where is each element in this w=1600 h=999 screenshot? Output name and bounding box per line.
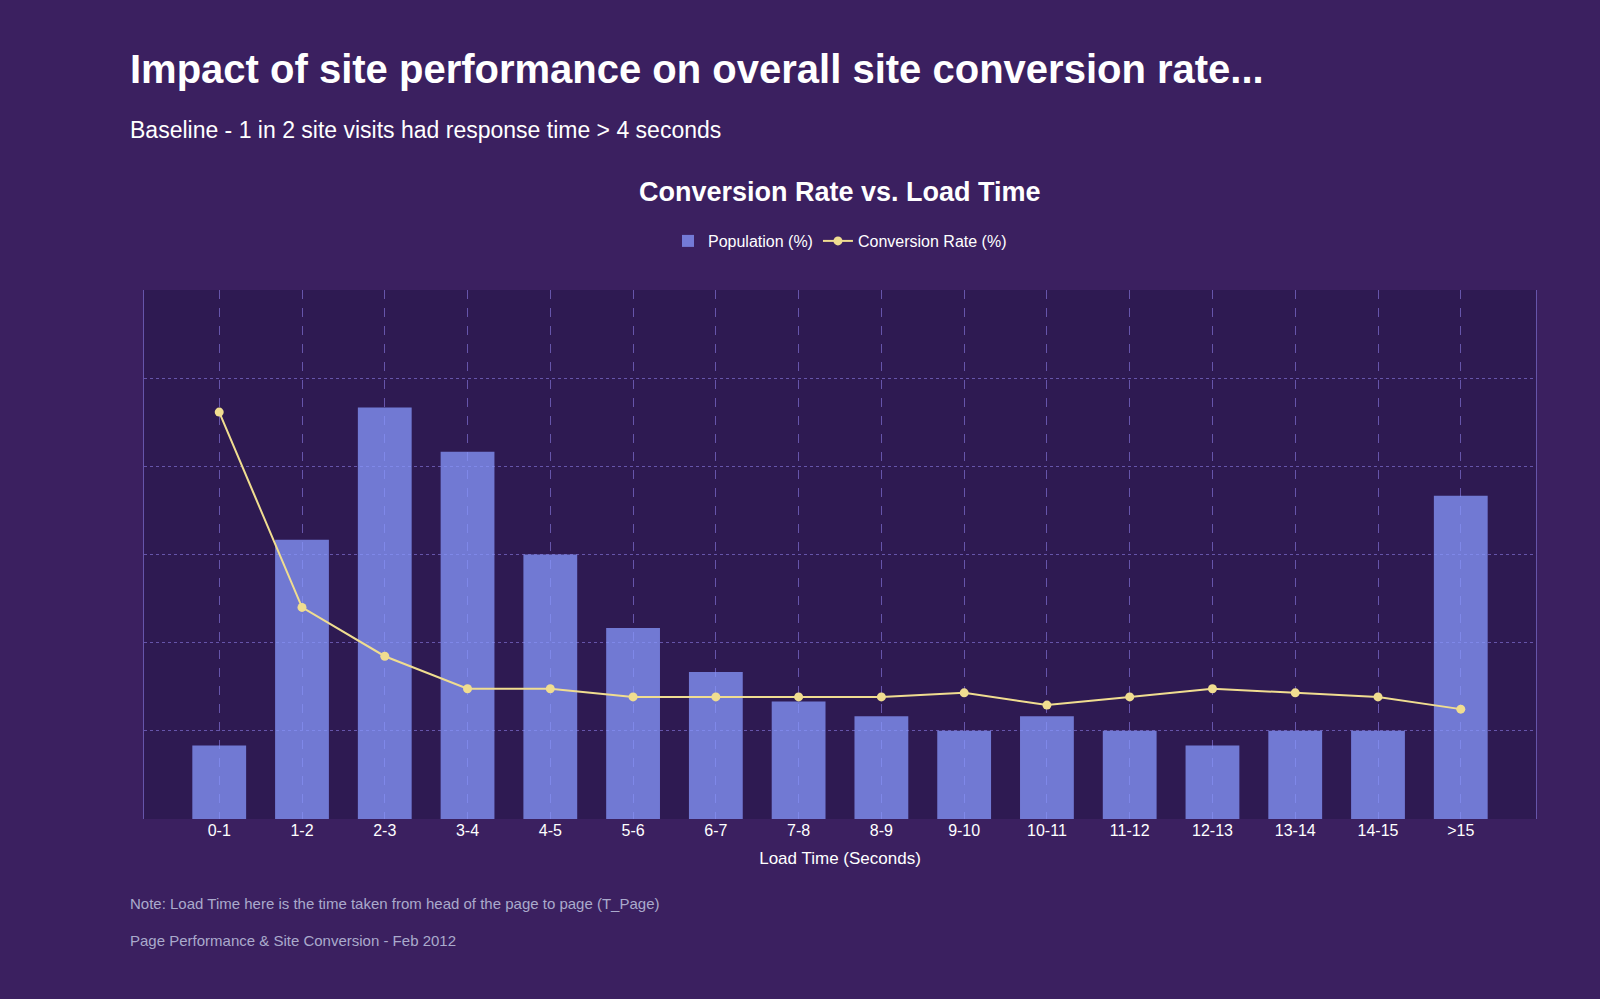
- svg-text:8-9: 8-9: [870, 822, 893, 839]
- svg-text:2-3: 2-3: [373, 822, 396, 839]
- svg-text:13-14: 13-14: [1275, 822, 1316, 839]
- svg-text:14-15: 14-15: [1358, 822, 1399, 839]
- svg-text:9-10: 9-10: [948, 822, 980, 839]
- svg-text:Load Time (Seconds): Load Time (Seconds): [759, 849, 921, 868]
- svg-text:3-4: 3-4: [456, 822, 479, 839]
- svg-text:0-1: 0-1: [208, 822, 231, 839]
- svg-text:7-8: 7-8: [787, 822, 810, 839]
- svg-text:Conversion Rate vs. Load Time: Conversion Rate vs. Load Time: [639, 177, 1041, 207]
- svg-text:10-11: 10-11: [1027, 822, 1067, 839]
- svg-text:4-5: 4-5: [539, 822, 562, 839]
- svg-text:Page Performance & Site Conver: Page Performance & Site Conversion - Feb…: [130, 932, 456, 949]
- svg-text:Impact of site performance on: Impact of site performance on overall si…: [130, 47, 1264, 91]
- svg-text:6-7: 6-7: [704, 822, 727, 839]
- svg-text:Population (%): Population (%): [708, 233, 813, 250]
- svg-text:Conversion Rate (%): Conversion Rate (%): [858, 233, 1007, 250]
- svg-text:Note: Load Time here is the ti: Note: Load Time here is the time taken f…: [130, 895, 659, 912]
- svg-text:12-13: 12-13: [1192, 822, 1233, 839]
- svg-text:>15: >15: [1447, 822, 1474, 839]
- svg-text:11-12: 11-12: [1110, 822, 1150, 839]
- svg-text:5-6: 5-6: [622, 822, 645, 839]
- svg-text:1-2: 1-2: [290, 822, 313, 839]
- svg-text:Baseline - 1 in 2 site visits: Baseline - 1 in 2 site visits had respon…: [130, 117, 721, 143]
